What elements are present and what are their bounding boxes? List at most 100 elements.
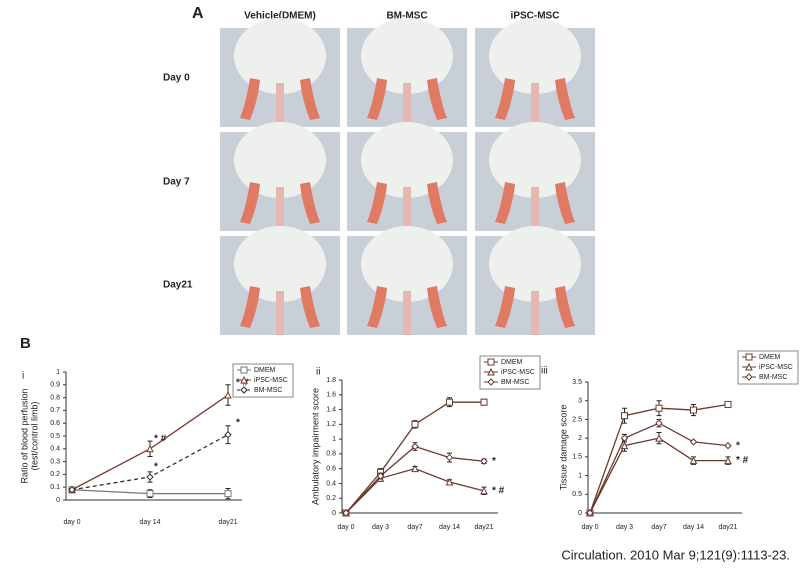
legend-label: BM-MSC (501, 379, 529, 386)
legend-marker (487, 367, 495, 376)
legend-label: iPSC-MSC (759, 364, 793, 371)
legend-marker (240, 375, 248, 384)
data-point (445, 477, 454, 486)
chart-panel-label: iii (541, 366, 548, 377)
legend-marker (745, 362, 753, 371)
data-point (480, 457, 488, 465)
column-header: iPSC-MSC (511, 11, 560, 22)
significance-label: * # (736, 455, 749, 466)
series-line (589, 437, 728, 514)
y-axis-label: (test/control limb) (29, 401, 39, 470)
data-point (621, 412, 628, 420)
data-point (655, 404, 663, 412)
legend-label: DMEM (501, 359, 523, 366)
y-tick-label: 0.2 (50, 471, 60, 478)
significance-label: * (492, 456, 496, 467)
y-tick-label: 1.8 (326, 377, 336, 384)
y-tick-label: 2 (578, 435, 582, 442)
data-point (376, 472, 385, 480)
data-point (724, 441, 732, 450)
y-tick-label: 1 (56, 369, 60, 376)
series-line (345, 401, 484, 514)
legend-marker (487, 358, 495, 366)
y-axis-label: Tissue damage score (558, 405, 568, 491)
y-axis-label: Ambulatory impairment score (310, 388, 320, 505)
x-tick-label: day 0 (337, 524, 354, 531)
y-tick-label: 0.5 (572, 491, 582, 498)
x-tick-label: day 0 (63, 519, 80, 526)
data-point (68, 486, 76, 494)
legend-label: iPSC-MSC (254, 377, 288, 384)
data-point (146, 473, 154, 481)
data-point (690, 406, 697, 414)
photo (220, 122, 340, 231)
data-point (446, 398, 453, 406)
data-point (411, 442, 419, 451)
significance-label: * (154, 462, 158, 473)
data-point (689, 438, 698, 446)
photo (475, 122, 595, 231)
y-tick-label: 3.5 (572, 379, 582, 386)
y-tick-label: 0.2 (326, 495, 336, 502)
significance-label: * (736, 440, 740, 451)
x-tick-label: day7 (407, 524, 422, 531)
y-tick-label: 1.2 (326, 421, 336, 428)
row-label: Day 0 (163, 73, 190, 84)
y-tick-label: 1.5 (572, 454, 582, 461)
data-point (411, 420, 419, 428)
photo-grid (220, 18, 595, 335)
legend-box (479, 355, 541, 390)
series-line (345, 445, 485, 514)
y-tick-label: 1.6 (326, 392, 336, 399)
x-tick-label: day 3 (616, 524, 633, 531)
data-point (480, 398, 488, 406)
x-tick-label: day 14 (439, 524, 460, 531)
y-axis-label: Ratio of blood perfusion (19, 388, 29, 483)
x-tick-label: day 14 (139, 519, 160, 526)
legend-marker (240, 386, 248, 394)
photo (347, 18, 467, 127)
photo (220, 18, 340, 127)
x-tick-label: day21 (474, 524, 493, 531)
x-tick-label: day7 (651, 524, 666, 531)
y-tick-label: 0.4 (326, 480, 336, 487)
x-tick-label: day 3 (372, 524, 389, 531)
y-tick-label: 1 (578, 472, 582, 479)
data-point (480, 486, 488, 495)
y-tick-label: 0.8 (326, 451, 336, 458)
y-tick-label: 0.4 (50, 446, 60, 453)
row-label: Day 7 (163, 177, 190, 188)
y-tick-label: 0 (578, 510, 582, 517)
photo (475, 18, 595, 127)
data-point (689, 456, 698, 465)
significance-label: * (236, 417, 240, 428)
column-header: Vehicle(DMEM) (244, 11, 316, 22)
y-tick-label: 2.5 (572, 416, 582, 423)
panel-label: B (20, 335, 31, 352)
y-tick-label: 0.3 (50, 458, 60, 465)
y-tick-label: 3 (578, 398, 582, 405)
significance-label: * # (154, 433, 167, 444)
legend-label: iPSC-MSC (501, 369, 535, 376)
data-point (342, 509, 350, 517)
column-header: BM-MSC (386, 11, 427, 22)
legend-box (737, 350, 799, 385)
data-point (724, 456, 732, 465)
x-tick-label: day21 (218, 519, 237, 526)
data-point (724, 400, 732, 408)
y-tick-label: 0 (56, 497, 60, 504)
data-point (224, 490, 232, 498)
data-point (146, 444, 154, 453)
photo (475, 226, 595, 335)
y-tick-label: 0.7 (50, 407, 60, 414)
y-tick-label: 0.6 (326, 466, 336, 473)
data-point (586, 509, 594, 517)
legend-label: DMEM (759, 354, 781, 361)
y-tick-label: 1.4 (326, 406, 336, 413)
y-tick-label: 0.9 (50, 382, 60, 389)
data-point (655, 419, 663, 427)
x-tick-label: day 14 (683, 524, 704, 531)
chart-panel-label: i (22, 371, 24, 382)
legend-label: BM-MSC (254, 387, 282, 394)
legend-marker (240, 366, 248, 374)
